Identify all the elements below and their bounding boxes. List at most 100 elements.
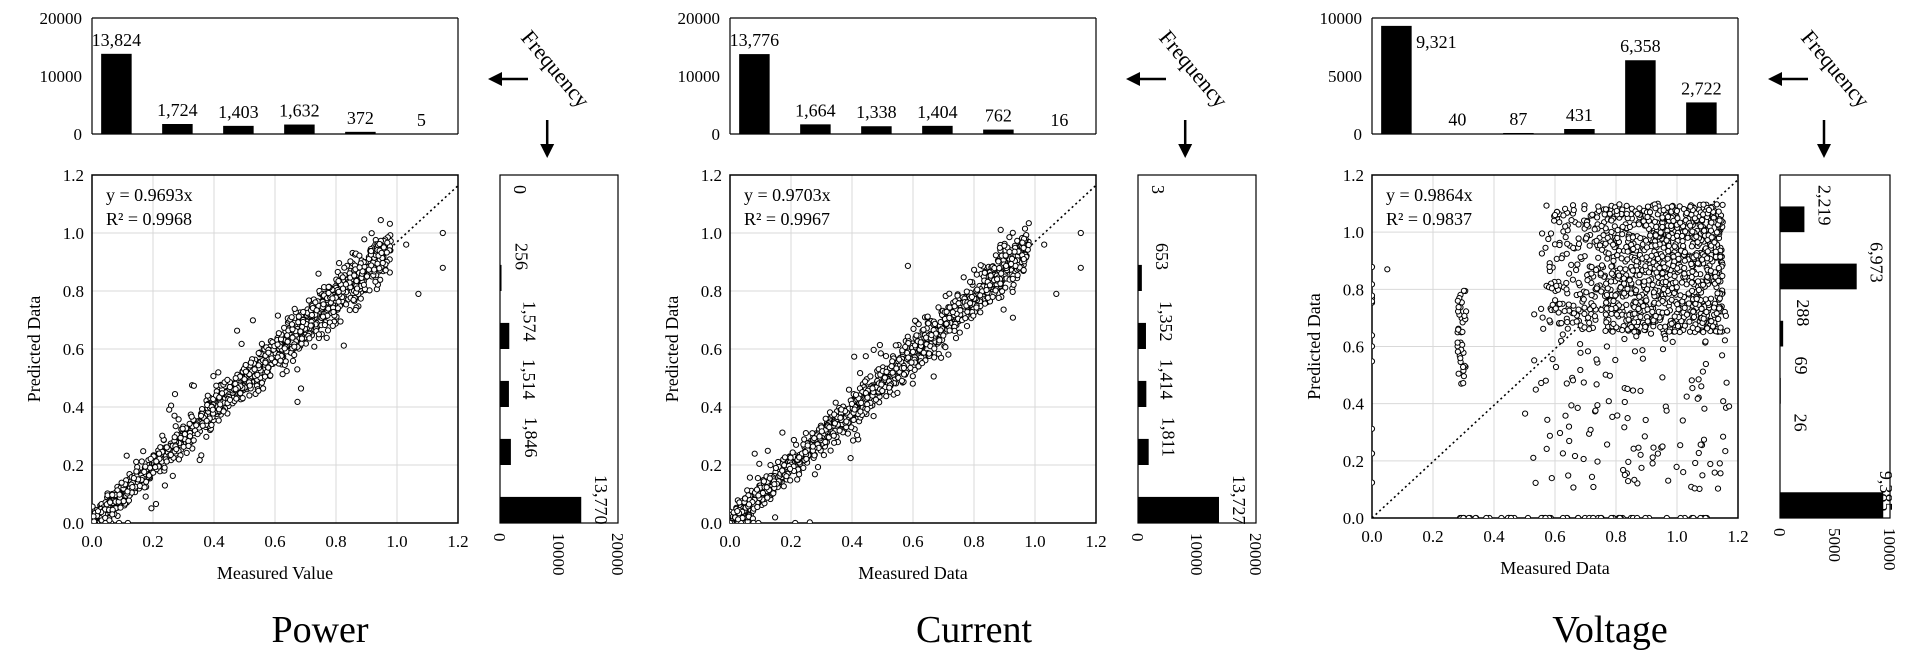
y-tick-label: 1.2	[63, 166, 84, 185]
scatter-point	[297, 328, 304, 335]
scatter-point	[226, 396, 234, 403]
scatter-point	[1704, 248, 1711, 255]
scatter-point	[1372, 358, 1376, 365]
scatter-point	[1077, 264, 1084, 271]
scatter-point	[1551, 211, 1559, 219]
scatter-point	[1003, 262, 1010, 269]
scatter-point	[946, 304, 953, 311]
scatter-point	[1601, 211, 1608, 218]
scatter-point	[945, 351, 952, 358]
scatter-point	[1713, 310, 1720, 317]
scatter-point	[219, 390, 226, 397]
scatter-point	[1584, 348, 1592, 355]
scatter-point	[216, 394, 223, 401]
scatter-point	[307, 322, 314, 329]
scatter-point	[992, 287, 999, 294]
scatter-point	[1602, 240, 1609, 247]
x-tick-label: 0.4	[841, 532, 863, 551]
scatter-point	[843, 418, 850, 425]
scatter-point	[313, 307, 320, 314]
scatter-point	[241, 376, 248, 383]
scatter-point	[904, 262, 912, 269]
scatter-point	[925, 320, 932, 327]
scatter-point	[1562, 234, 1569, 241]
scatter-point	[1586, 319, 1593, 326]
scatter-point	[977, 262, 984, 269]
scatter-point	[1637, 387, 1644, 394]
scatter-point	[1522, 410, 1529, 417]
scatter-point	[963, 323, 971, 330]
scatter-point	[772, 514, 779, 521]
scatter-point	[372, 278, 379, 285]
r-squared: R² = 0.9968	[106, 209, 192, 229]
scatter-point	[1668, 203, 1676, 210]
scatter-point	[1695, 449, 1702, 457]
scatter-point	[1723, 379, 1730, 386]
scatter-point	[1621, 398, 1628, 406]
scatter-point	[1606, 372, 1614, 379]
scatter-point	[1006, 234, 1013, 241]
scatter-point	[1642, 323, 1649, 330]
scatter-point	[156, 450, 163, 457]
scatter-point	[147, 455, 154, 462]
scatter-point	[1569, 276, 1577, 283]
top-hist-bar	[1686, 102, 1717, 134]
scatter-point	[1657, 229, 1664, 236]
scatter-point	[249, 317, 256, 324]
top-hist-bar	[284, 124, 315, 134]
scatter-point	[383, 249, 390, 256]
scatter-point	[1507, 514, 1515, 518]
scatter-point	[300, 308, 307, 316]
scatter-point	[215, 369, 222, 376]
side-hist-label: 13,770	[591, 475, 611, 525]
scatter-point	[867, 373, 874, 380]
scatter-point	[1465, 514, 1472, 518]
top-hist-label: 1,632	[279, 101, 320, 121]
scatter-point	[1542, 377, 1549, 384]
scatter-point	[1575, 514, 1582, 518]
top-hist-bar	[101, 53, 132, 134]
scatter-point	[1608, 263, 1615, 270]
scatter-point	[759, 489, 767, 497]
scatter-point	[946, 290, 953, 297]
scatter-point	[109, 491, 116, 498]
x-axis-label: Measured Value	[217, 563, 333, 583]
scatter-point	[1668, 222, 1675, 229]
scatter-point	[1020, 256, 1027, 263]
scatter-point	[822, 415, 829, 422]
scatter-point	[1680, 242, 1687, 250]
top-hist-tick: 10000	[678, 67, 721, 86]
scatter-point	[1053, 290, 1060, 297]
side-hist-bar	[500, 322, 510, 349]
scatter-point	[198, 412, 205, 419]
scatter-point	[1716, 305, 1723, 312]
scatter-point	[1652, 313, 1659, 320]
left-arrow-head	[1126, 72, 1140, 86]
scatter-point	[971, 266, 978, 273]
scatter-point	[973, 304, 980, 311]
scatter-point	[1693, 252, 1700, 259]
scatter-point	[1592, 407, 1599, 414]
scatter-points	[92, 185, 458, 523]
scatter-point	[951, 327, 958, 334]
x-tick-label: 0.6	[902, 532, 923, 551]
scatter-point	[163, 458, 170, 465]
scatter-point	[1688, 377, 1695, 384]
scatter-point	[1620, 275, 1628, 282]
side-hist-bar	[1780, 320, 1784, 347]
scatter-point	[1635, 444, 1642, 451]
scatter-point	[803, 455, 810, 462]
scatter-point	[1644, 306, 1651, 313]
scatter-point	[1704, 255, 1711, 262]
scatter-point	[883, 368, 890, 375]
scatter-point	[1652, 242, 1659, 249]
scatter-point	[1678, 279, 1686, 286]
scatter-point	[1614, 412, 1621, 419]
scatter-point	[913, 332, 920, 339]
x-tick-label: 0.4	[203, 532, 225, 551]
scatter-point	[1643, 222, 1650, 229]
scatter-point	[735, 516, 742, 523]
x-axis-label: Measured Data	[858, 563, 967, 583]
scatter-point	[1564, 240, 1571, 247]
top-hist-label: 431	[1566, 105, 1593, 125]
